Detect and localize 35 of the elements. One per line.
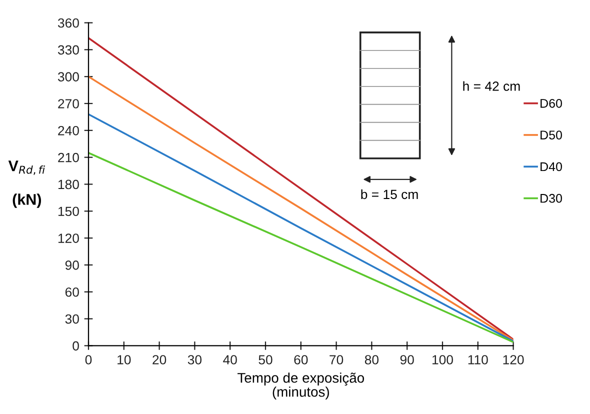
x-tick-label: 80	[364, 355, 379, 364]
y-tick-label: 360	[58, 18, 79, 28]
x-tick-label: 20	[152, 355, 166, 364]
annotation: b = 15 cm	[361, 189, 418, 200]
y-tick-label: 180	[58, 180, 79, 190]
text: V$_{Rd,fi}$ (kN)	[8, 160, 45, 208]
y-tick-label: 90	[65, 260, 79, 270]
x-tick-label: 90	[400, 355, 414, 364]
x-tick-label: 40	[223, 355, 237, 364]
y-tick-label: 0	[72, 341, 79, 351]
y-tick-label: 300	[58, 72, 79, 82]
x-tick-label: 50	[258, 355, 272, 364]
y-tick-label: 270	[58, 99, 79, 108]
annotation: h = 42 cm	[463, 81, 520, 91]
y-tick-label: 60	[65, 287, 79, 297]
legend-label: D60	[540, 98, 562, 108]
x-tick-label: 110	[468, 355, 488, 364]
y-tick-label: 330	[58, 45, 79, 55]
y-tick-label: 30	[65, 314, 79, 324]
x-tick-label: 120	[503, 355, 524, 364]
y-tick-label: 240	[58, 126, 79, 136]
x-tick-label: 100	[432, 355, 453, 364]
line-series	[88, 152, 514, 344]
legend-label: D40	[540, 162, 562, 172]
y-tick-label: 120	[58, 234, 79, 243]
legend-label: D30	[540, 194, 562, 203]
y-tick-label: 150	[58, 206, 79, 216]
y-tick-label: 210	[58, 152, 79, 162]
x-tick-label: 0	[85, 355, 92, 364]
x-tick-label: 10	[118, 355, 131, 364]
x-tick-label: 70	[330, 355, 344, 364]
x-tick-label: 30	[188, 355, 202, 364]
x-tick-label: 60	[294, 355, 308, 364]
x-axis-title: Tempo de exposição (minutos)	[238, 372, 364, 400]
legend-label: D50	[540, 130, 562, 140]
